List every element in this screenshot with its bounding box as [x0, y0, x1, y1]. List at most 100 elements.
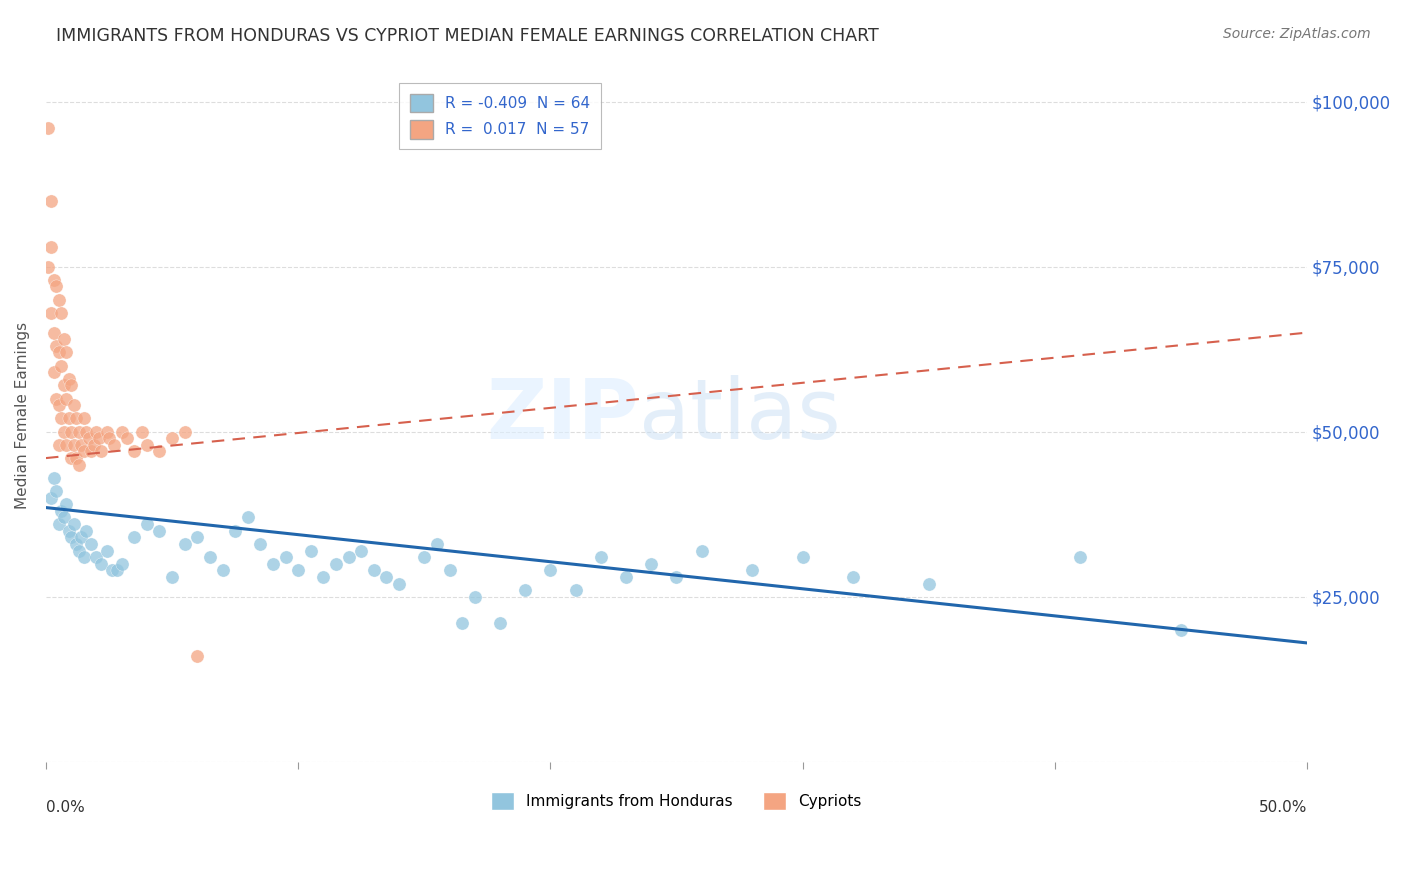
Point: [45, 484, 67, 499]
Point: [73, 550, 96, 565]
Point: [186, 530, 208, 544]
Point: [135, 438, 157, 452]
Point: [42, 471, 65, 485]
Point: [489, 616, 512, 631]
Point: [73, 411, 96, 425]
Point: [45, 279, 67, 293]
Point: [312, 570, 335, 584]
Point: [86, 425, 108, 439]
Point: [67, 458, 90, 472]
Point: [98, 431, 121, 445]
Point: [67, 425, 90, 439]
Point: [90, 557, 112, 571]
Point: [918, 576, 941, 591]
Point: [100, 563, 122, 577]
Point: [87, 431, 110, 445]
Point: [589, 550, 612, 565]
Point: [325, 557, 347, 571]
Point: [464, 590, 486, 604]
Point: [42, 365, 65, 379]
Point: [58, 524, 80, 538]
Point: [249, 537, 271, 551]
Point: [515, 583, 537, 598]
Point: [90, 444, 112, 458]
Point: [62, 517, 84, 532]
Point: [122, 444, 145, 458]
Point: [65, 451, 87, 466]
Point: [58, 411, 80, 425]
Point: [49, 306, 72, 320]
Point: [1069, 550, 1091, 565]
Point: [70, 530, 93, 544]
Text: atlas: atlas: [638, 375, 841, 456]
Point: [55, 392, 77, 406]
Point: [111, 557, 134, 571]
Point: [39, 491, 62, 505]
Point: [55, 497, 77, 511]
Point: [426, 537, 449, 551]
Point: [148, 524, 170, 538]
Point: [52, 332, 75, 346]
Point: [262, 557, 284, 571]
Point: [37, 260, 59, 274]
Point: [236, 510, 259, 524]
Point: [224, 524, 246, 538]
Point: [198, 550, 221, 565]
Point: [173, 425, 195, 439]
Point: [77, 431, 100, 445]
Point: [39, 194, 62, 208]
Point: [48, 293, 70, 307]
Point: [73, 444, 96, 458]
Point: [135, 517, 157, 532]
Point: [105, 563, 128, 577]
Point: [665, 570, 688, 584]
Point: [62, 438, 84, 452]
Point: [60, 378, 83, 392]
Point: [48, 517, 70, 532]
Point: [122, 530, 145, 544]
Point: [62, 398, 84, 412]
Point: [60, 425, 83, 439]
Point: [96, 425, 118, 439]
Point: [52, 425, 75, 439]
Point: [52, 510, 75, 524]
Point: [52, 378, 75, 392]
Point: [67, 543, 90, 558]
Text: Source: ZipAtlas.com: Source: ZipAtlas.com: [1223, 27, 1371, 41]
Point: [49, 411, 72, 425]
Text: 0.0%: 0.0%: [46, 800, 84, 815]
Point: [39, 240, 62, 254]
Point: [49, 504, 72, 518]
Point: [48, 438, 70, 452]
Point: [42, 326, 65, 340]
Point: [413, 550, 436, 565]
Point: [337, 550, 360, 565]
Point: [186, 649, 208, 664]
Text: 50.0%: 50.0%: [1258, 800, 1308, 815]
Point: [45, 392, 67, 406]
Point: [49, 359, 72, 373]
Point: [131, 425, 153, 439]
Point: [103, 438, 125, 452]
Point: [96, 543, 118, 558]
Point: [75, 425, 97, 439]
Point: [86, 550, 108, 565]
Point: [842, 570, 865, 584]
Point: [211, 563, 233, 577]
Legend: R = -0.409  N = 64, R =  0.017  N = 57: R = -0.409 N = 64, R = 0.017 N = 57: [399, 83, 600, 149]
Text: IMMIGRANTS FROM HONDURAS VS CYPRIOT MEDIAN FEMALE EARNINGS CORRELATION CHART: IMMIGRANTS FROM HONDURAS VS CYPRIOT MEDI…: [56, 27, 879, 45]
Point: [690, 543, 713, 558]
Point: [792, 550, 814, 565]
Point: [48, 398, 70, 412]
Point: [388, 576, 411, 591]
Point: [37, 120, 59, 135]
Point: [75, 524, 97, 538]
Point: [60, 451, 83, 466]
Point: [115, 431, 138, 445]
Point: [160, 431, 183, 445]
Point: [60, 530, 83, 544]
Point: [350, 543, 373, 558]
Point: [48, 345, 70, 359]
Point: [451, 616, 474, 631]
Point: [42, 273, 65, 287]
